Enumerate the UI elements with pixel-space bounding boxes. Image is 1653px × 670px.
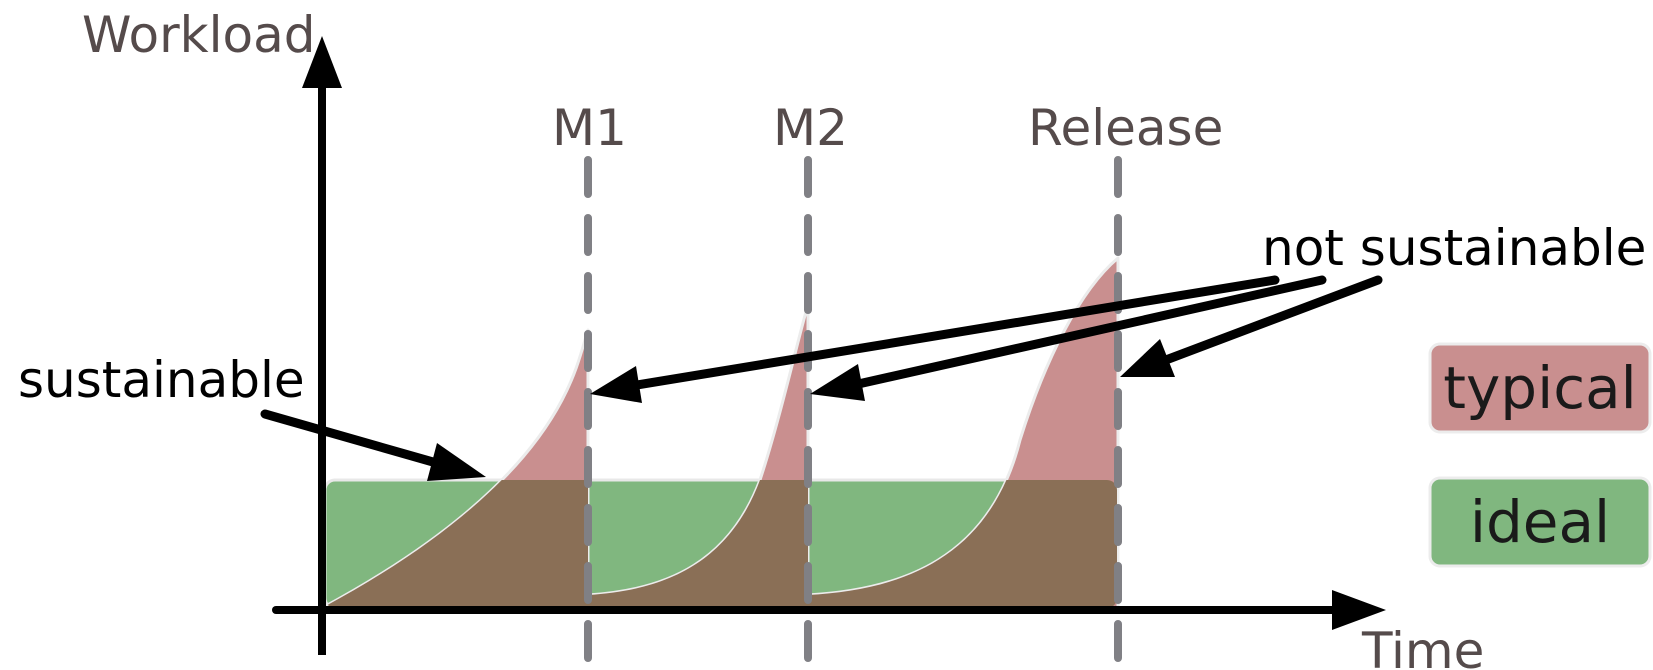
- legend: typical ideal: [1428, 342, 1652, 568]
- not-sustainable-label: not sustainable: [1262, 219, 1646, 277]
- legend-swatch-typical: [1428, 342, 1652, 434]
- sustainable-arrowhead: [427, 443, 486, 481]
- milestone-label-m1: M1: [552, 99, 627, 157]
- sustainable-label: sustainable: [18, 351, 305, 409]
- not-sustainable-arrow-shaft-release: [1145, 275, 1383, 371]
- not-sustainable-arrowhead-release: [1120, 339, 1175, 377]
- not-sustainable-arrowhead-m1: [590, 366, 642, 403]
- sustainable-label-bg: [8, 348, 318, 410]
- legend-label-typical: typical: [1443, 354, 1637, 422]
- sustainable-arrow-shaft: [260, 409, 445, 469]
- not-sustainable-arrow-shaft-m1: [620, 275, 1280, 392]
- y-axis-label: Workload: [82, 6, 315, 64]
- legend-swatch-ideal: [1428, 476, 1652, 568]
- milestone-label-m2: M2: [773, 99, 848, 157]
- milestone-label-release: Release: [1028, 99, 1223, 157]
- legend-label-ideal: ideal: [1470, 488, 1610, 556]
- y-axis-arrowhead: [302, 36, 342, 88]
- not-sustainable-arrowhead-m2: [810, 364, 865, 401]
- x-axis-arrowhead: [1332, 590, 1386, 630]
- overlap-area: [325, 480, 1117, 608]
- x-axis-label: Time: [1361, 622, 1484, 670]
- not-sustainable-arrow-shaft-m2: [840, 275, 1327, 392]
